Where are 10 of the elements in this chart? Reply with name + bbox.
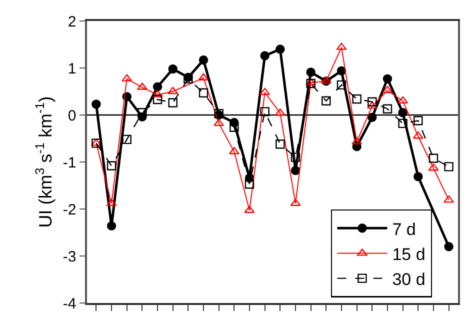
- legend-label: 15 d: [392, 244, 426, 264]
- legend-label: 7 d: [392, 220, 416, 239]
- legend-label: 30 d: [392, 270, 426, 289]
- y-tick-label: 2: [68, 13, 76, 30]
- y-tick-label: -2: [62, 201, 76, 218]
- y-tick-label: 0: [68, 107, 76, 124]
- y-tick-label: -3: [62, 248, 76, 266]
- y-tick-label: 1: [68, 60, 76, 78]
- y-tick-label: -4: [62, 295, 76, 312]
- y-tick-label: -1: [62, 154, 76, 172]
